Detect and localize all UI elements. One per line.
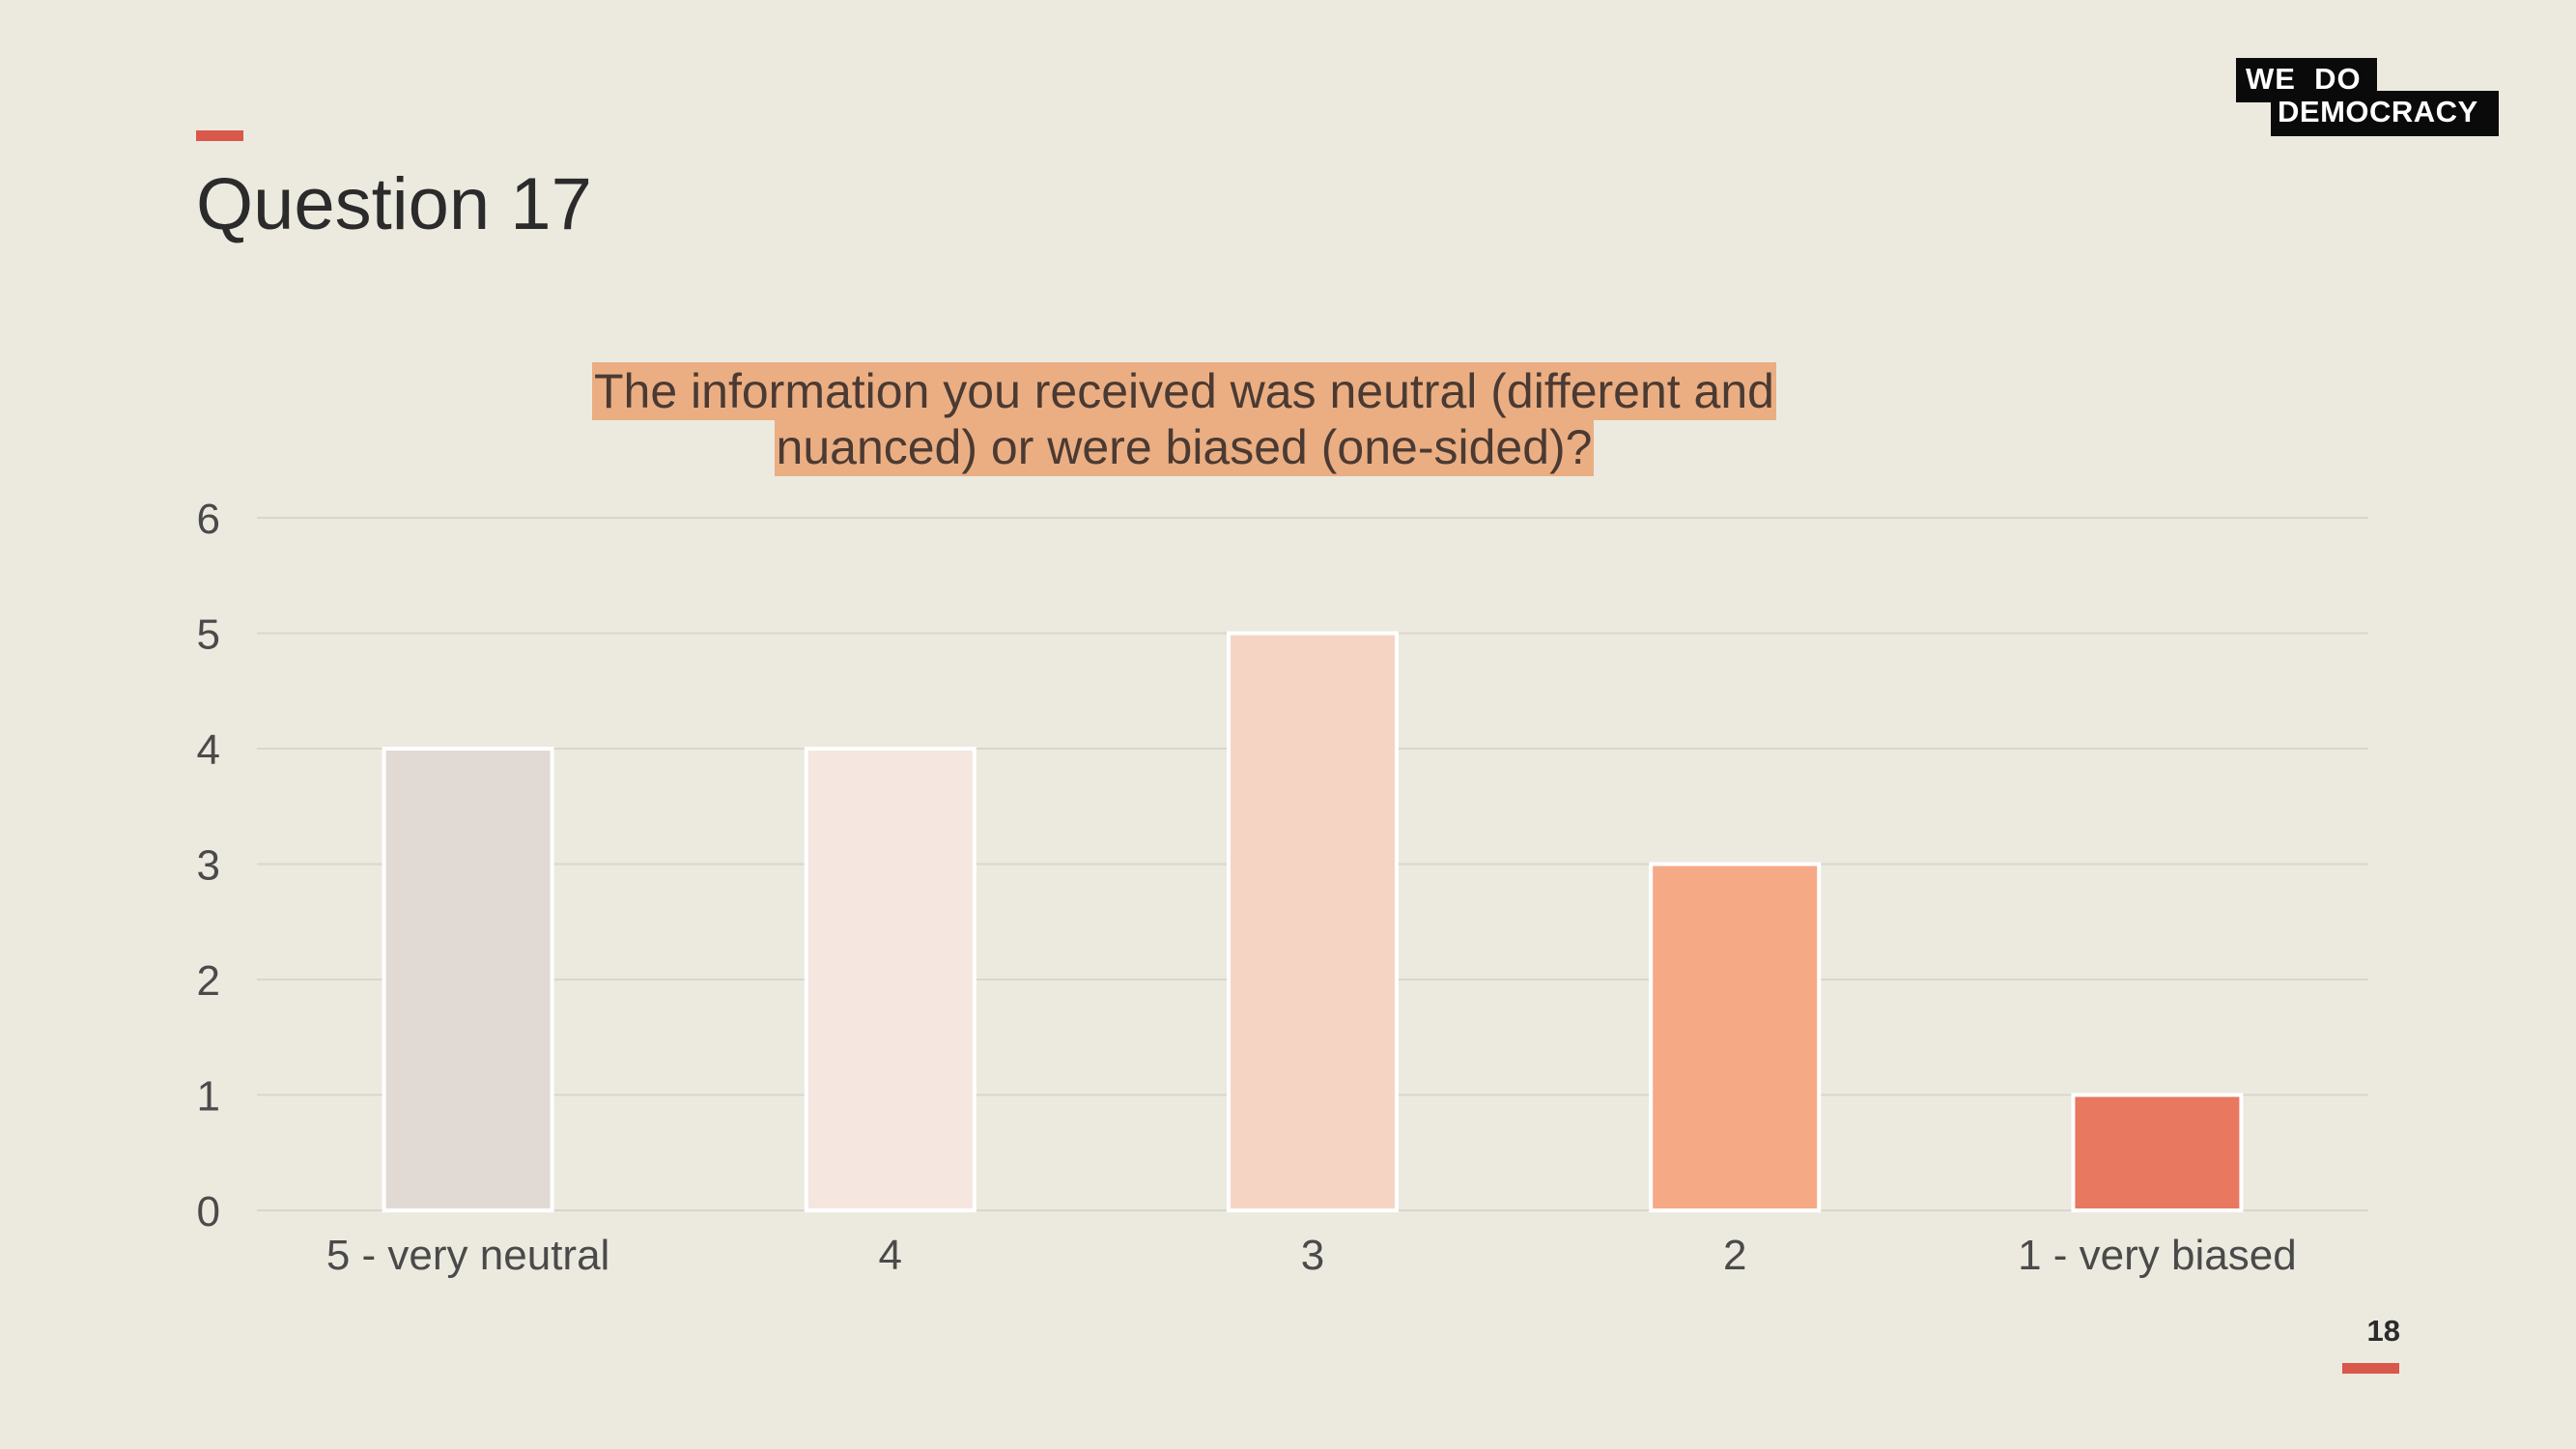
logo-block-bottom (2271, 91, 2499, 136)
x-axis-tick-labels: 5 - very neutral 4 3 2 1 - very biased (326, 1232, 2297, 1279)
slide-title: Question 17 (196, 163, 592, 245)
bars (382, 631, 2244, 1212)
x-tick-label: 1 - very biased (2018, 1232, 2297, 1279)
x-tick-label: 3 (1301, 1232, 1324, 1279)
page-number: 18 (2366, 1314, 2400, 1348)
y-axis-tick-labels: 0 1 2 3 4 5 6 (197, 496, 220, 1236)
x-tick-label: 4 (879, 1232, 902, 1279)
chart-title: The information you received was neutral… (522, 362, 1847, 476)
bar (1227, 631, 1399, 1212)
bar (2071, 1093, 2244, 1212)
y-tick-label: 4 (197, 726, 220, 774)
y-tick-label: 5 (197, 611, 220, 659)
x-tick-label: 2 (1723, 1232, 1746, 1279)
y-tick-label: 6 (197, 496, 220, 543)
footer-accent-bar (2342, 1363, 2399, 1374)
x-tick-label: 5 - very neutral (326, 1232, 609, 1279)
logo-text-top: WE DO (2246, 62, 2362, 96)
y-tick-label: 0 (197, 1188, 220, 1236)
logo-text-bottom: DEMOCRACY (2278, 95, 2478, 128)
bar (1649, 862, 1822, 1212)
we-do-democracy-logo: WE DO DEMOCRACY (2236, 58, 2499, 137)
y-tick-label: 3 (197, 842, 220, 890)
y-tick-label: 2 (197, 957, 220, 1005)
y-tick-label: 1 (197, 1073, 220, 1121)
title-accent-bar (196, 130, 243, 141)
chart-title-text: The information you received was neutral… (592, 362, 1776, 476)
bar (804, 747, 977, 1212)
bar (382, 747, 554, 1212)
